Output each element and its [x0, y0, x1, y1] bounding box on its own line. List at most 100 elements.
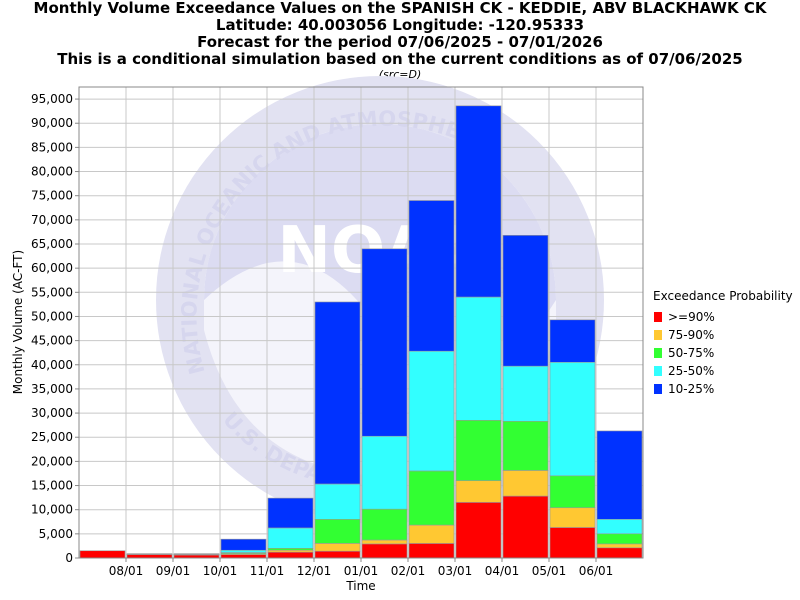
bar-segment-2-11 — [596, 533, 643, 545]
bar-segment-1-8 — [455, 480, 502, 503]
chart-gridlines — [78, 87, 644, 559]
bar-segment-4-5 — [314, 301, 361, 485]
y-axis: 0 5,000 10,000 15,000 20,000 25,000 30,000 35,0… — [31, 92, 79, 565]
legend-swatch — [654, 348, 662, 358]
y-tick-label: 90,000 — [31, 116, 73, 130]
chart-subtitle-period: Forecast for the period 07/06/2025 - 07/… — [197, 33, 603, 51]
bar-segment-0-8 — [455, 502, 502, 559]
x-tick-label: 10/01 — [203, 564, 238, 578]
legend: Exceedance Probability >=90% 75-90% 50-75%… — [653, 289, 793, 398]
legend-label: >=90% — [668, 310, 715, 324]
y-tick-label: 5,000 — [39, 527, 73, 541]
bar-segment-1-6 — [361, 539, 408, 545]
bar-segment-0-7 — [408, 543, 455, 559]
legend-item: 10-25% — [654, 380, 793, 398]
bar-segment-1-5 — [314, 543, 361, 552]
bar-segment-2-10 — [549, 475, 596, 509]
bar-segment-4-10 — [549, 319, 596, 363]
legend-swatch — [654, 366, 662, 376]
bar-segment-3-9 — [502, 365, 549, 422]
y-tick-label: 80,000 — [31, 165, 73, 179]
legend-item: 75-90% — [654, 326, 793, 344]
chart-bars — [79, 105, 643, 559]
y-tick-label: 70,000 — [31, 213, 73, 227]
x-axis-label: Time — [345, 579, 375, 593]
bar-segment-0-4 — [267, 551, 314, 559]
x-tick-label: 02/01 — [391, 564, 426, 578]
y-axis-label: Monthly Volume (AC-FT) — [11, 250, 25, 394]
bar-segment-3-8 — [455, 296, 502, 421]
bar-segment-3-10 — [549, 362, 596, 477]
y-tick-label: 65,000 — [31, 237, 73, 251]
bar-segment-3-4 — [267, 527, 314, 549]
bar-segment-0-10 — [549, 527, 596, 559]
legend-label: 25-50% — [668, 364, 715, 378]
chart-subtitle-conditions: This is a conditional simulation based o… — [57, 50, 743, 68]
legend-swatch — [654, 312, 662, 322]
bar-segment-3-7 — [408, 350, 455, 472]
x-tick-label: 06/01 — [579, 564, 614, 578]
y-tick-label: 20,000 — [31, 454, 73, 468]
y-tick-label: 15,000 — [31, 479, 73, 493]
bar-segment-4-8 — [455, 105, 502, 298]
y-tick-label: 85,000 — [31, 140, 73, 154]
bar-segment-0-5 — [314, 550, 361, 559]
x-tick-label: 03/01 — [438, 564, 473, 578]
bar-segment-2-8 — [455, 420, 502, 482]
bar-segment-1-9 — [502, 470, 549, 497]
bar-segment-0-0 — [79, 550, 126, 559]
bar-segment-3-11 — [596, 519, 643, 535]
legend-swatch — [654, 330, 662, 340]
bar-segment-4-9 — [502, 235, 549, 367]
legend-title: Exceedance Probability — [653, 289, 793, 303]
bar-segment-4-3 — [220, 538, 267, 551]
x-tick-label: 12/01 — [297, 564, 332, 578]
bar-segment-0-11 — [596, 547, 643, 559]
bar-segment-1-11 — [596, 543, 643, 549]
bar-segment-0-9 — [502, 495, 549, 559]
x-tick-label: 09/01 — [156, 564, 191, 578]
bar-segment-4-7 — [408, 200, 455, 352]
legend-label: 50-75% — [668, 346, 715, 360]
bar-segment-3-3 — [220, 549, 267, 553]
chart-subtitle-location: Latitude: 40.003056 Longitude: -120.9533… — [215, 16, 585, 34]
bar-segment-2-5 — [314, 519, 361, 544]
x-tick-label: 05/01 — [532, 564, 567, 578]
y-tick-label: 10,000 — [31, 503, 73, 517]
bar-segment-1-10 — [549, 507, 596, 528]
y-tick-label: 60,000 — [31, 261, 73, 275]
y-tick-label: 95,000 — [31, 92, 73, 106]
legend-item: >=90% — [654, 308, 793, 326]
chart-title-block: Monthly Volume Exceedance Values on the … — [0, 0, 800, 82]
y-tick-label: 30,000 — [31, 406, 73, 420]
legend-item: 25-50% — [654, 362, 793, 380]
y-tick-label: 25,000 — [31, 430, 73, 444]
x-tick-label: 11/01 — [250, 564, 285, 578]
y-tick-label: 35,000 — [31, 382, 73, 396]
x-tick-label: 01/01 — [344, 564, 379, 578]
y-tick-label: 55,000 — [31, 285, 73, 299]
legend-items: >=90% 75-90% 50-75% 25-50% 10-25% — [653, 308, 793, 398]
bar-segment-2-9 — [502, 420, 549, 471]
bar-segment-2-7 — [408, 470, 455, 526]
legend-swatch — [654, 384, 662, 394]
legend-item: 50-75% — [654, 344, 793, 362]
chart-title: Monthly Volume Exceedance Values on the … — [33, 0, 767, 17]
bar-segment-4-11 — [596, 430, 643, 520]
y-tick-label: 45,000 — [31, 334, 73, 348]
bar-segment-0-3 — [220, 554, 267, 559]
bar-segment-0-6 — [361, 543, 408, 559]
x-tick-label: 04/01 — [485, 564, 520, 578]
bar-segment-3-6 — [361, 435, 408, 510]
bar-segment-4-6 — [361, 248, 408, 437]
legend-label: 10-25% — [668, 382, 715, 396]
y-tick-label: 0 — [65, 551, 73, 565]
x-tick-label: 08/01 — [109, 564, 144, 578]
bar-segment-4-4 — [267, 497, 314, 529]
bar-segment-0-1 — [126, 554, 173, 559]
y-tick-label: 50,000 — [31, 309, 73, 323]
bar-segment-1-7 — [408, 524, 455, 544]
x-axis: 08/01 09/01 10/01 11/01 12/01 01/01 02/01 03/01… — [109, 558, 614, 578]
y-tick-label: 75,000 — [31, 189, 73, 203]
